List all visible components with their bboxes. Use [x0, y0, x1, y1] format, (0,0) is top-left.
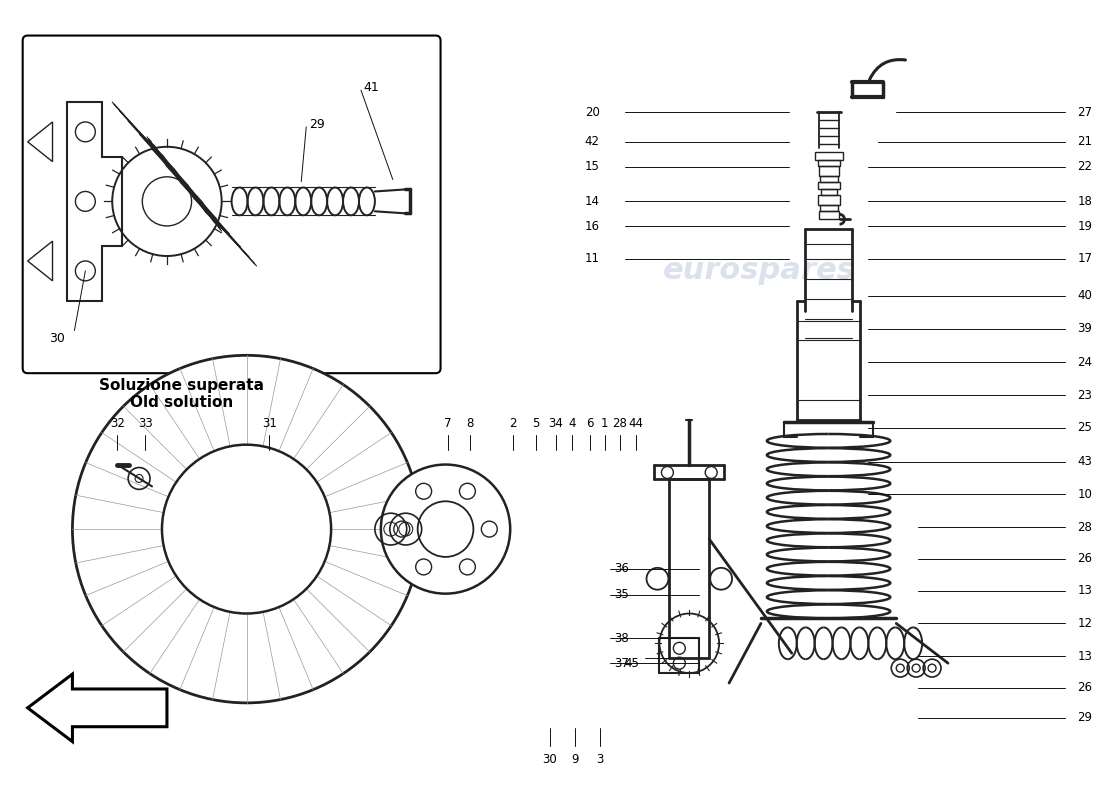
- Text: 6: 6: [586, 417, 594, 430]
- Text: 37: 37: [615, 657, 629, 670]
- Text: Old solution: Old solution: [130, 395, 233, 410]
- Circle shape: [162, 445, 331, 614]
- Bar: [817, 160, 839, 166]
- Text: 23: 23: [1077, 389, 1092, 402]
- Bar: [820, 175, 837, 182]
- Text: 25: 25: [1077, 422, 1092, 434]
- Bar: [820, 206, 837, 211]
- Text: 12: 12: [1077, 617, 1092, 630]
- Text: 26: 26: [1077, 682, 1092, 694]
- Polygon shape: [28, 241, 53, 281]
- Text: 2: 2: [509, 417, 517, 430]
- Text: 9: 9: [571, 753, 579, 766]
- Text: 3: 3: [596, 753, 604, 766]
- Text: 11: 11: [585, 253, 600, 266]
- FancyArrow shape: [28, 674, 167, 742]
- Text: 17: 17: [1077, 253, 1092, 266]
- Text: 30: 30: [50, 332, 65, 345]
- Text: Soluzione superata: Soluzione superata: [99, 378, 264, 393]
- Text: 24: 24: [1077, 356, 1092, 369]
- Text: 13: 13: [1077, 650, 1092, 662]
- Text: 20: 20: [585, 106, 600, 118]
- Bar: [818, 166, 838, 175]
- Bar: [400, 485, 491, 574]
- Text: 31: 31: [262, 417, 277, 430]
- Bar: [815, 152, 843, 160]
- Bar: [818, 211, 838, 219]
- Text: 38: 38: [615, 632, 629, 645]
- Text: 30: 30: [542, 753, 558, 766]
- Text: 14: 14: [585, 195, 600, 208]
- Text: 5: 5: [532, 417, 540, 430]
- Text: 32: 32: [110, 417, 124, 430]
- Text: 15: 15: [585, 160, 600, 173]
- Text: 29: 29: [309, 118, 324, 131]
- Text: 1: 1: [601, 417, 608, 430]
- Text: 28: 28: [613, 417, 627, 430]
- Text: 35: 35: [615, 588, 629, 601]
- Bar: [817, 195, 839, 206]
- Bar: [821, 190, 836, 195]
- Text: 10: 10: [1077, 488, 1092, 501]
- Text: 42: 42: [585, 135, 600, 148]
- Text: 18: 18: [1077, 195, 1092, 208]
- Text: 27: 27: [1077, 106, 1092, 118]
- Bar: [817, 182, 839, 190]
- Text: 34: 34: [549, 417, 563, 430]
- Text: 26: 26: [1077, 552, 1092, 566]
- Text: 29: 29: [1077, 711, 1092, 724]
- Polygon shape: [28, 122, 53, 162]
- Text: 4: 4: [568, 417, 575, 430]
- Text: 36: 36: [615, 562, 629, 575]
- Text: 22: 22: [1077, 160, 1092, 173]
- Text: 13: 13: [1077, 584, 1092, 597]
- Circle shape: [73, 355, 420, 703]
- Text: eurospares: eurospares: [125, 475, 318, 504]
- Text: 40: 40: [1077, 290, 1092, 302]
- Text: 44: 44: [628, 417, 643, 430]
- Circle shape: [381, 465, 510, 594]
- Text: 28: 28: [1077, 521, 1092, 534]
- Text: 7: 7: [443, 417, 451, 430]
- Text: 19: 19: [1077, 220, 1092, 233]
- Text: 45: 45: [625, 657, 639, 670]
- Text: 8: 8: [466, 417, 474, 430]
- Text: 39: 39: [1077, 322, 1092, 335]
- Text: 43: 43: [1077, 455, 1092, 468]
- Text: 21: 21: [1077, 135, 1092, 148]
- FancyBboxPatch shape: [23, 35, 441, 373]
- Text: 33: 33: [138, 417, 153, 430]
- Text: eurospares: eurospares: [662, 257, 856, 286]
- Text: 16: 16: [585, 220, 600, 233]
- Text: 41: 41: [363, 81, 378, 94]
